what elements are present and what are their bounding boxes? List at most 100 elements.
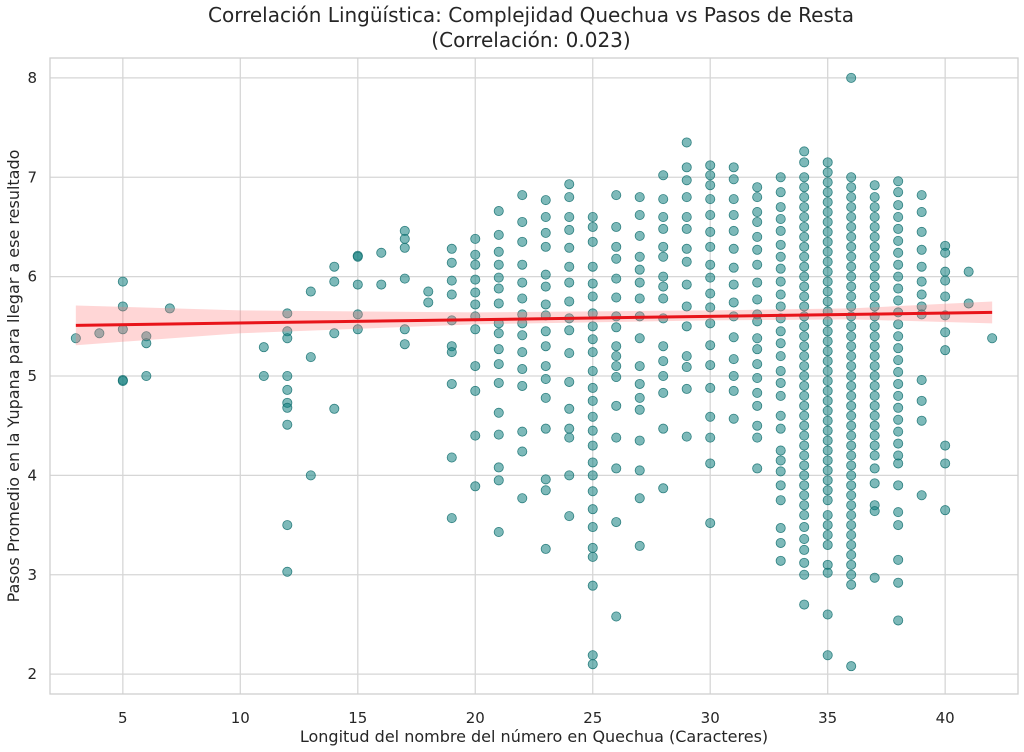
data-point [869,430,880,441]
data-point [916,289,927,300]
data-point [846,211,857,222]
data-point [728,279,739,290]
data-point [799,301,810,312]
data-point [799,321,810,332]
data-point [869,370,880,381]
data-point [822,435,833,446]
data-point [869,463,880,474]
data-point [799,440,810,451]
data-point [376,247,387,258]
data-point [587,580,598,591]
data-point [728,354,739,365]
data-point [799,231,810,242]
data-point [611,463,622,474]
data-point [822,495,833,506]
data-point [611,341,622,352]
data-point [893,283,904,294]
data-point [705,194,716,205]
data-point [799,241,810,252]
data-point [658,170,669,181]
data-point [846,549,857,560]
data-point [752,231,763,242]
x-tick-label: 15 [348,709,367,727]
data-point [940,327,951,338]
data-point [258,342,269,353]
data-point [846,172,857,183]
data-point [822,167,833,178]
x-tick-label: 10 [231,709,250,727]
data-point [446,257,457,268]
data-point [540,299,551,310]
data-point [681,301,692,312]
data-point [775,289,786,300]
data-point [658,211,669,222]
data-point [893,259,904,270]
data-point [587,650,598,661]
data-point [564,296,575,307]
data-point [775,445,786,456]
data-point [329,328,340,339]
data-point [822,177,833,188]
data-point [869,400,880,411]
data-point [470,299,481,310]
data-point [799,380,810,391]
data-point [517,216,528,227]
data-point [869,351,880,362]
data-point [846,261,857,272]
data-point [681,362,692,373]
data-point [587,334,598,345]
y-tick-label: 6 [27,268,37,286]
data-point [869,211,880,222]
data-point [399,324,410,335]
data-point [564,211,575,222]
data-point [282,370,293,381]
data-point [681,431,692,442]
data-point [822,650,833,661]
data-point [517,190,528,201]
data-point [799,271,810,282]
data-point [634,192,645,203]
data-point [846,202,857,213]
data-point [493,462,504,473]
data-point [540,211,551,222]
data-point [893,480,904,491]
data-point [799,490,810,501]
data-point [564,403,575,414]
data-point [517,364,528,375]
data-point [963,298,974,309]
data-point [869,281,880,292]
data-point [869,192,880,203]
data-point [846,361,857,372]
data-point [705,259,716,270]
data-point [822,356,833,367]
y-tick-labels: 2 3 4 5 6 7 8 [27,69,37,683]
data-point [822,326,833,337]
data-point [775,537,786,548]
data-point [141,338,152,349]
data-point [846,420,857,431]
data-point [611,400,622,411]
data-point [493,298,504,309]
data-point [799,400,810,411]
data-point [634,465,645,476]
data-point [775,225,786,236]
data-point [470,324,481,335]
data-point [893,211,904,222]
data-point [799,331,810,342]
data-point [752,192,763,203]
data-point [869,410,880,421]
data-point [305,470,316,481]
data-point [446,243,457,254]
data-point [611,351,622,362]
data-point [916,490,927,501]
data-point [893,520,904,531]
data-point [893,247,904,258]
data-point [822,246,833,257]
data-point [470,274,481,285]
data-point [799,557,810,568]
data-point [611,322,622,333]
data-point [446,347,457,358]
data-point [799,172,810,183]
data-point [423,297,434,308]
data-point [822,276,833,287]
